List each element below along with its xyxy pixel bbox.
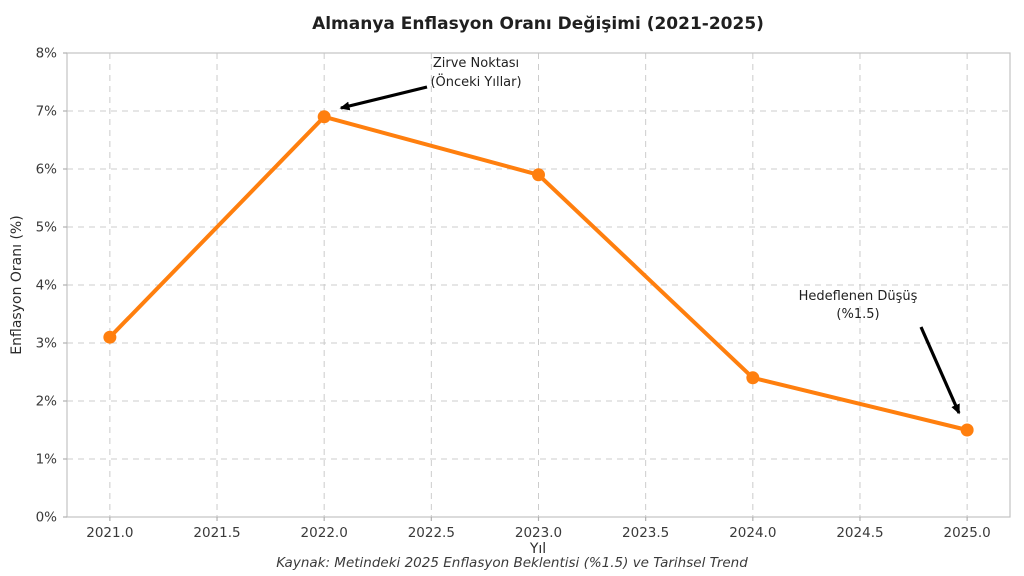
x-tick-label: 2024.0 — [729, 525, 776, 541]
x-tick-label: 2024.5 — [836, 525, 883, 541]
y-tick-label: 8% — [36, 46, 58, 62]
data-point-marker — [317, 110, 331, 124]
series-layer — [103, 110, 974, 437]
y-tick-label: 7% — [36, 104, 58, 120]
y-tick-label: 5% — [36, 220, 58, 236]
peak-annotation-line2: (Önceki Yıllar) — [430, 73, 521, 90]
y-tick-label: 4% — [36, 278, 58, 294]
x-axis-label: Yıl — [529, 541, 546, 557]
x-tick-label: 2022.5 — [408, 525, 455, 541]
y-tick-label: 2% — [36, 394, 58, 410]
annotation-arrows — [339, 85, 961, 415]
y-tick-label: 3% — [36, 336, 58, 352]
x-tick-label: 2022.0 — [301, 525, 348, 541]
peak-annotation-line1: Zirve Noktası — [433, 56, 519, 71]
tick-layer: 2021.0 2021.5 2022.0 2022.5 2023.0 2023.5 2024… — [36, 46, 991, 542]
source-caption: Kaynak: Metindeki 2025 Enflasyon Beklent… — [276, 555, 748, 571]
target-drop-annotation-line1: Hedeflenen Düşüş — [799, 289, 918, 304]
data-point-marker — [746, 371, 760, 385]
y-tick-label: 1% — [36, 452, 58, 468]
x-tick-label: 2023.5 — [622, 525, 669, 541]
data-point-marker — [532, 168, 545, 182]
x-tick-label: 2021.5 — [193, 525, 240, 541]
x-tick-label: 2023.0 — [515, 525, 562, 541]
peak-annotation-arrow — [339, 85, 428, 111]
data-point-marker — [103, 330, 117, 344]
y-tick-label: 6% — [36, 162, 58, 178]
y-tick-label: 0% — [36, 510, 58, 526]
data-point-marker — [960, 423, 974, 437]
x-tick-label: 2021.0 — [86, 525, 133, 541]
target-drop-annotation-arrow — [919, 326, 961, 415]
target-drop-annotation-line2: (%1.5) — [836, 307, 879, 322]
x-tick-label: 2025.0 — [944, 525, 991, 541]
grid-layer — [67, 52, 1010, 518]
chart-title: Almanya Enflasyon Oranı Değişimi (2021-2… — [312, 14, 764, 34]
y-axis-label: Enflasyon Oranı (%) — [9, 215, 25, 354]
